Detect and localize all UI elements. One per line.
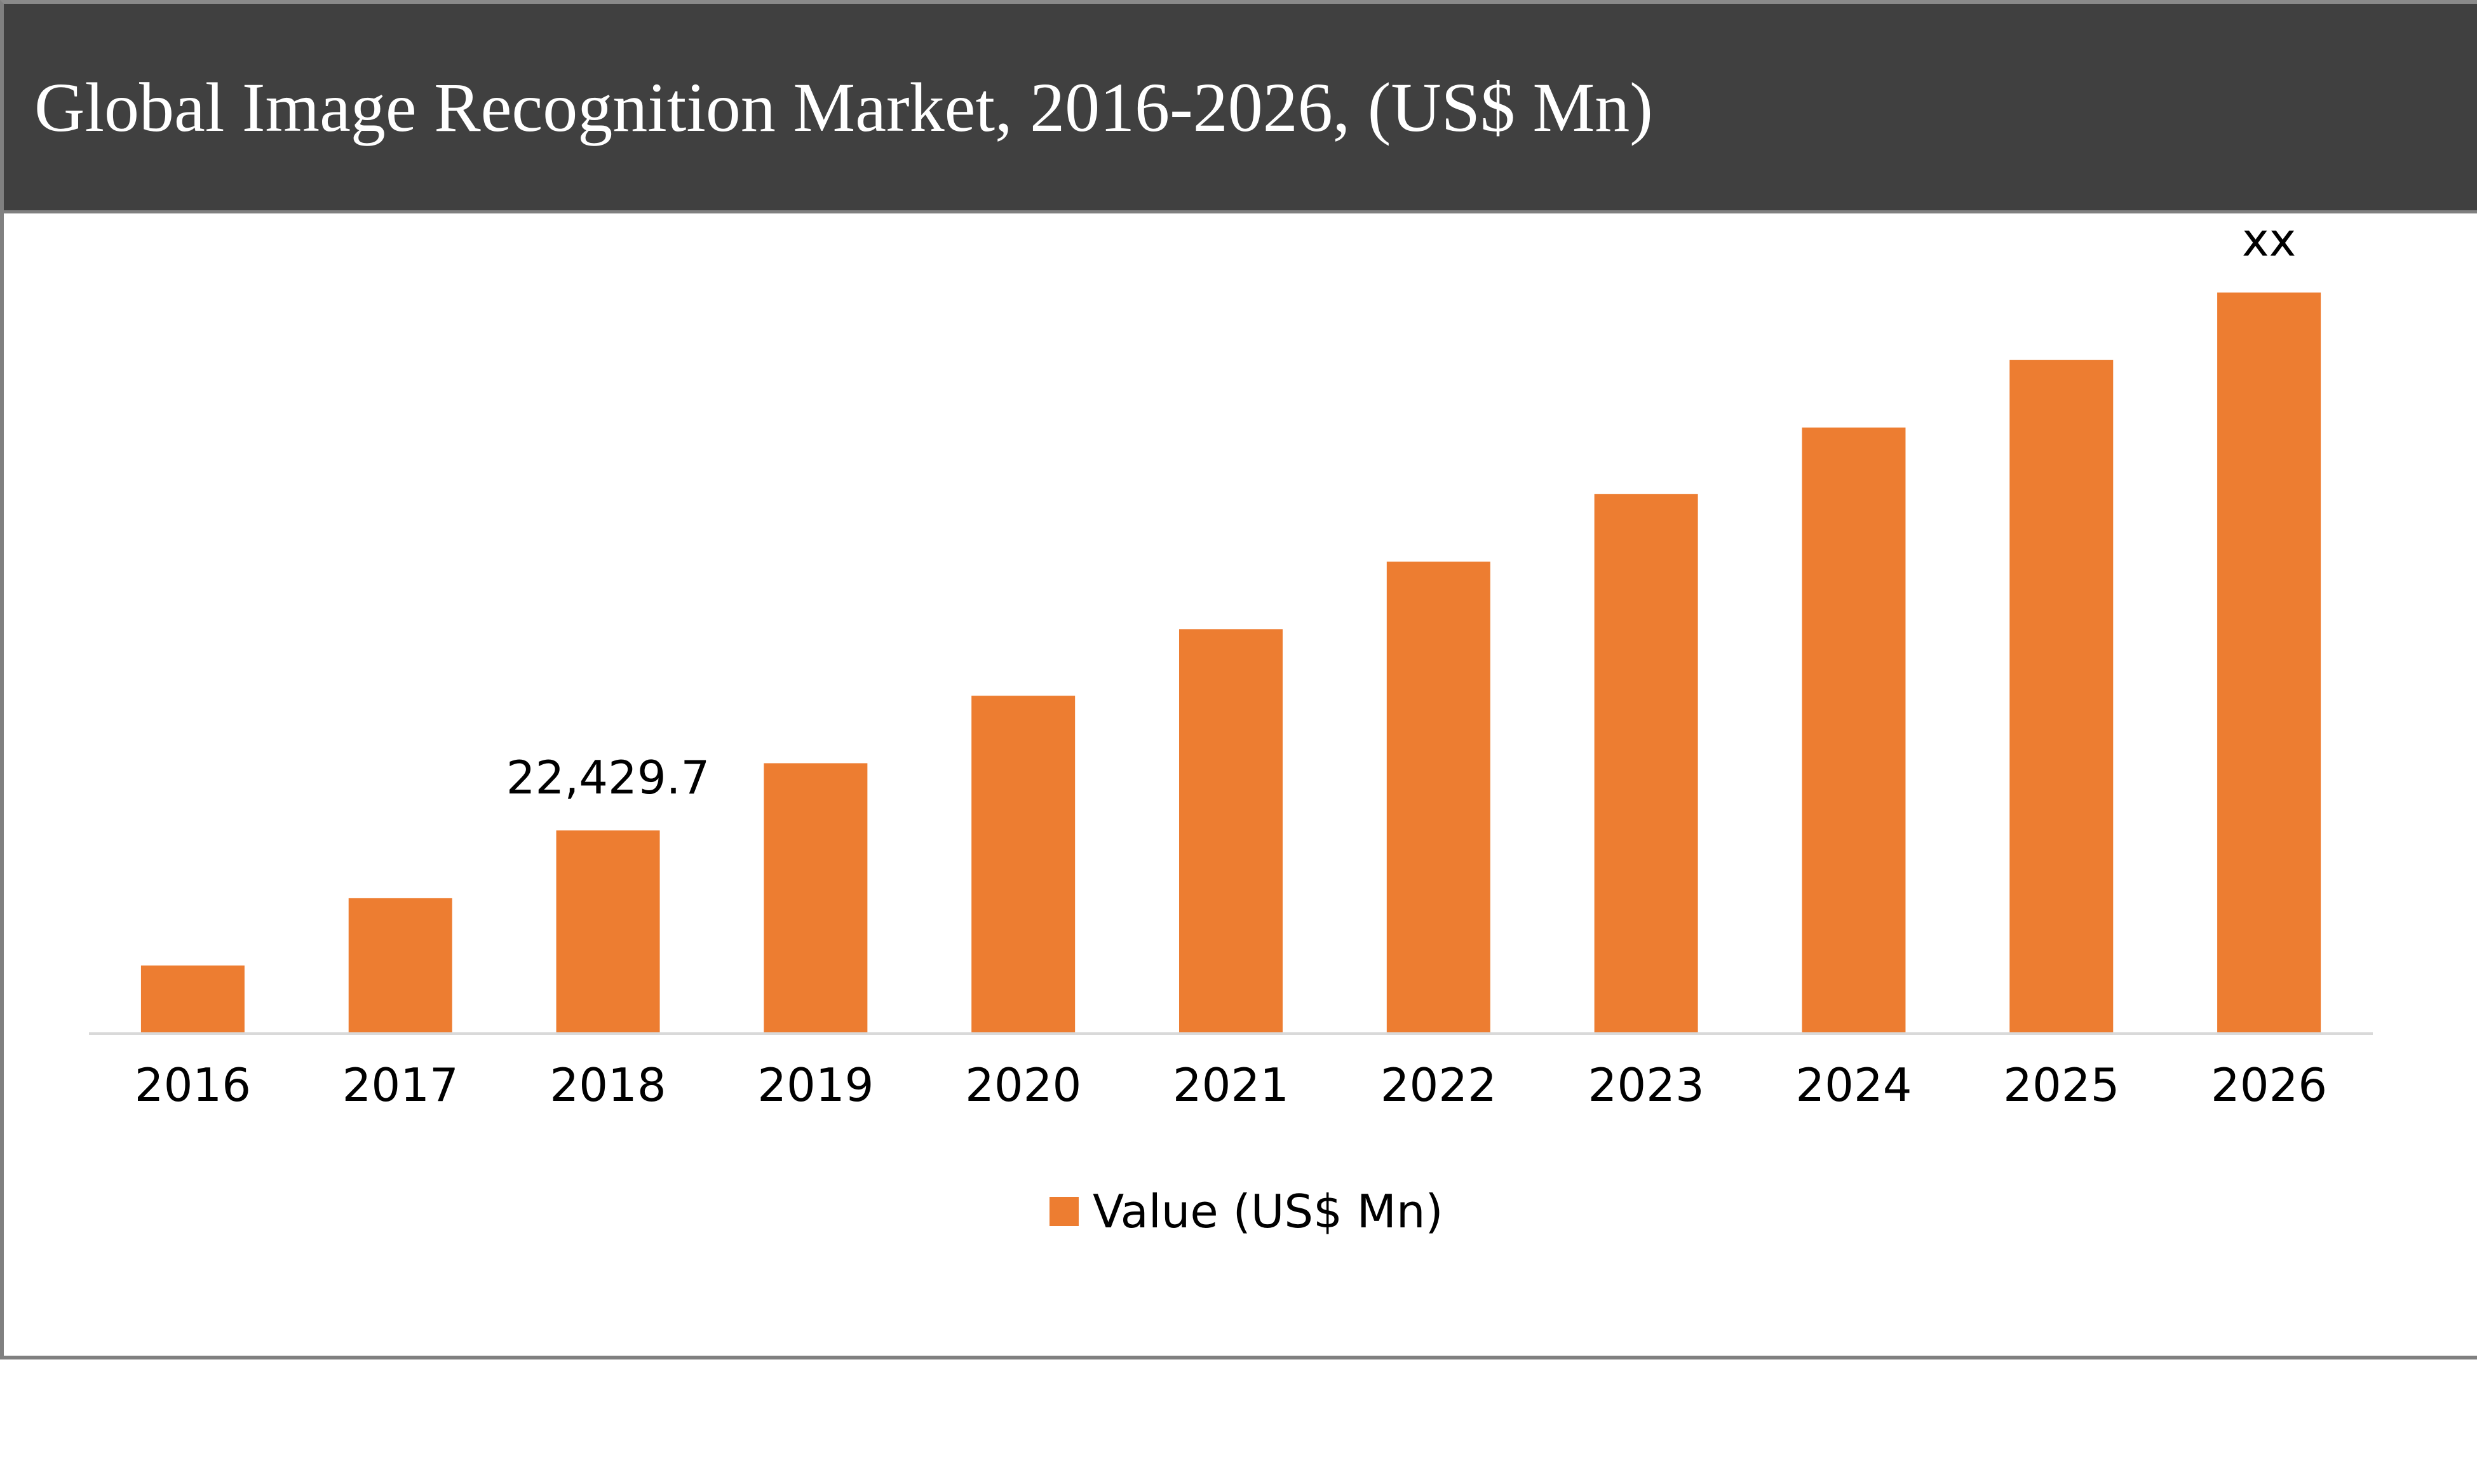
data-label-2018: 22,429.7 <box>506 751 710 804</box>
chart-title: Global Image Recognition Market, 2016-20… <box>34 69 1653 146</box>
x-tick-label-2026: 2026 <box>2211 1058 2327 1112</box>
data-labels: 22,429.7 xx <box>506 213 2296 805</box>
x-tick-label-2018: 2018 <box>550 1058 666 1112</box>
legend-swatch <box>1050 1197 1079 1226</box>
x-tick-label-2024: 2024 <box>1795 1058 1912 1112</box>
x-tick-label-2025: 2025 <box>2003 1058 2119 1112</box>
bar-2016 <box>140 965 245 1032</box>
bar-2026 <box>2217 292 2321 1032</box>
bar-2017 <box>348 898 452 1032</box>
bar-2025 <box>2009 360 2114 1032</box>
bar-2018 <box>556 830 660 1032</box>
x-tick-label-2023: 2023 <box>1588 1058 1704 1112</box>
x-tick-label-2019: 2019 <box>757 1058 874 1112</box>
data-label-2026: xx <box>2242 213 2296 267</box>
bar-2020 <box>971 696 1076 1032</box>
legend: Value (US$ Mn) <box>1050 1185 1443 1238</box>
x-tick-label-2017: 2017 <box>342 1058 459 1112</box>
x-tick-label-2022: 2022 <box>1380 1058 1497 1112</box>
bar-2021 <box>1179 629 1283 1032</box>
bar-2024 <box>1802 428 1906 1032</box>
x-axis-ticks: 2016 2017 2018 2019 2020 2021 2022 2023 2024 2025… <box>135 1058 2327 1112</box>
bar-2023 <box>1594 494 1698 1032</box>
x-tick-label-2021: 2021 <box>1173 1058 1289 1112</box>
bar-2019 <box>764 763 868 1032</box>
legend-label: Value (US$ Mn) <box>1093 1185 1443 1238</box>
bar-group <box>140 292 2321 1032</box>
x-tick-label-2016: 2016 <box>135 1058 251 1112</box>
bar-2022 <box>1386 562 1490 1032</box>
chart-header: Global Image Recognition Market, 2016-20… <box>4 4 2477 213</box>
x-tick-label-2020: 2020 <box>965 1058 1081 1112</box>
